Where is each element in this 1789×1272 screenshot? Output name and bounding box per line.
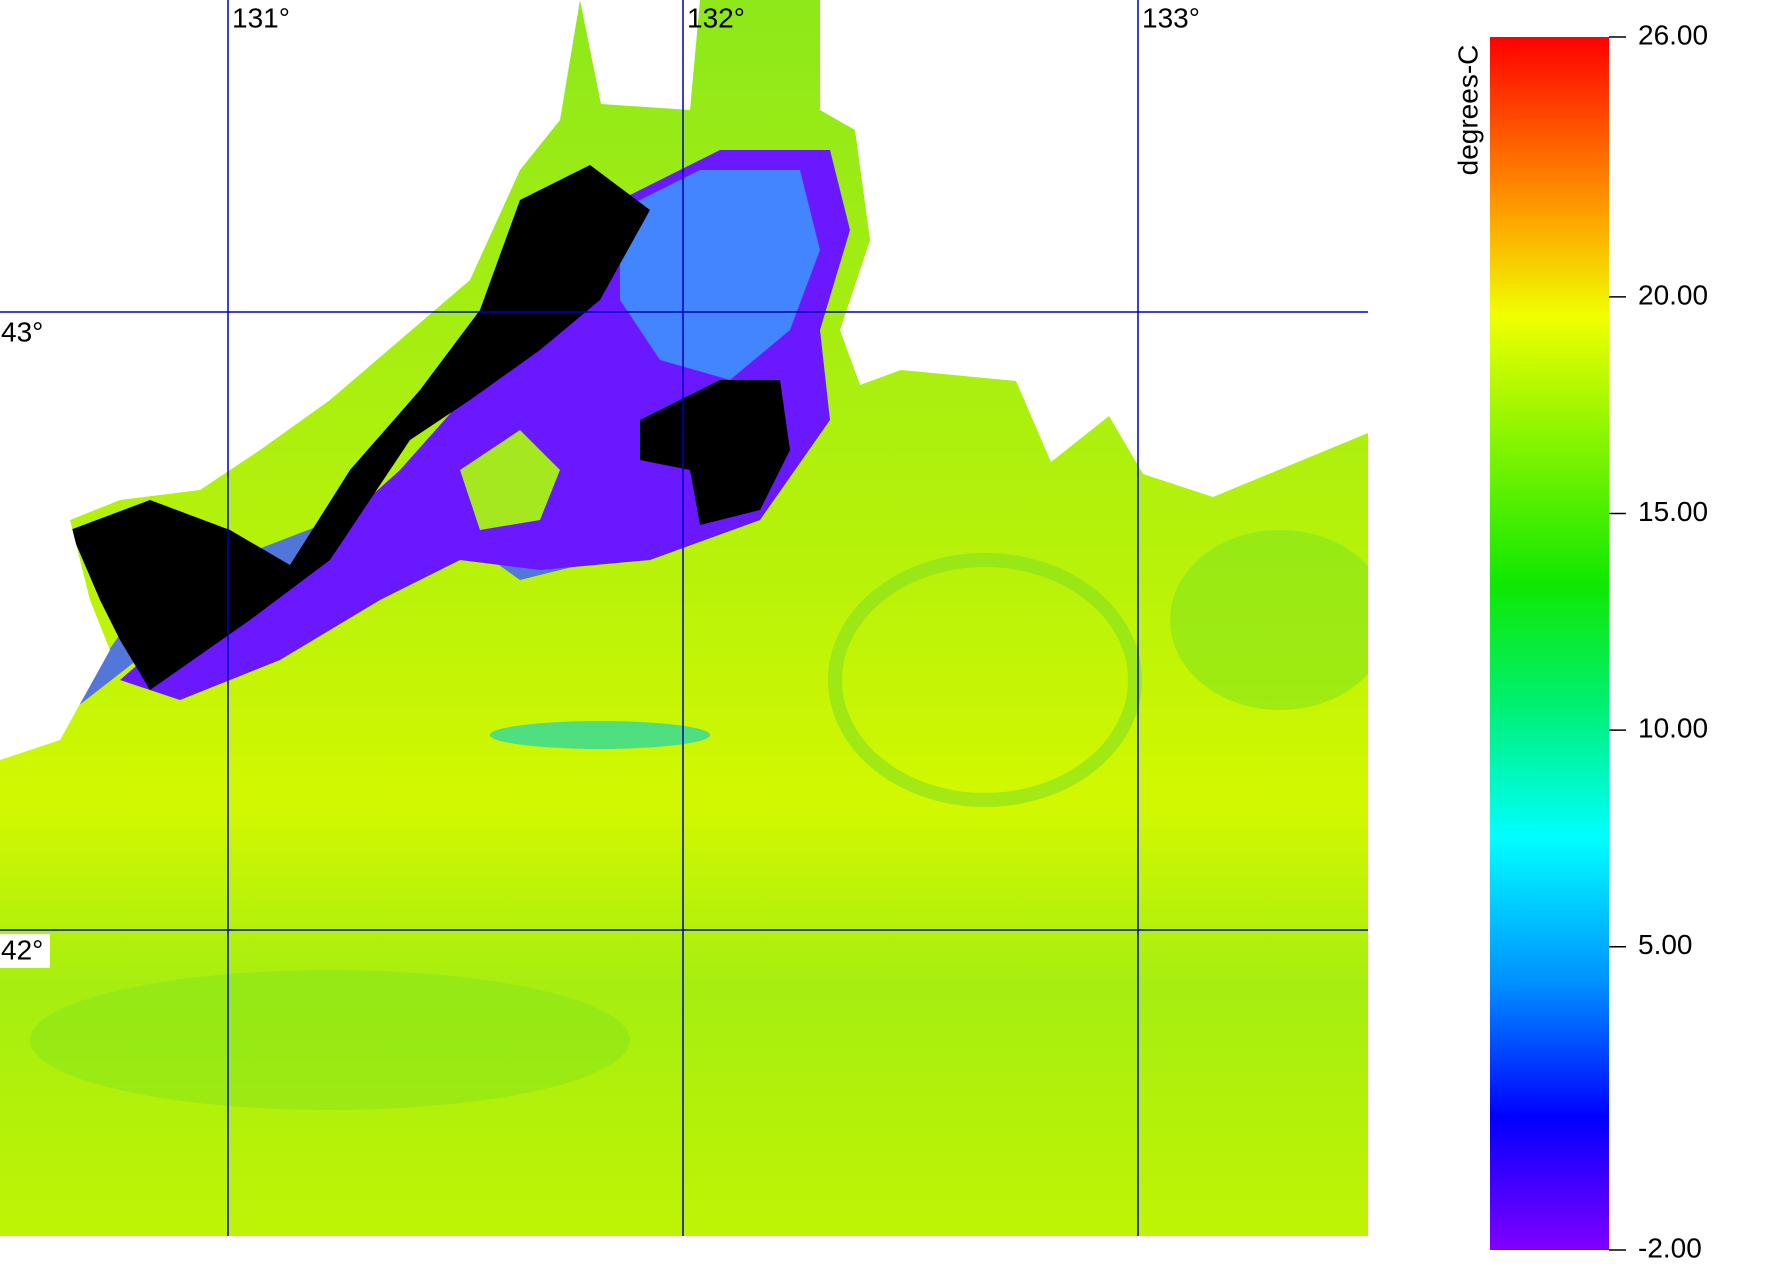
lat-label: 43°: [1, 316, 43, 347]
colorbar-tick-label: 5.00: [1638, 929, 1693, 960]
lon-label: 132°: [687, 2, 745, 33]
eddy: [828, 553, 1142, 807]
lon-label: 131°: [232, 2, 290, 33]
cool-patch: [1170, 530, 1368, 710]
lat-label: 42°: [1, 934, 43, 965]
colorbar-tick-label: 15.00: [1638, 496, 1708, 527]
colorbar: degrees-C 26.00 20.00 15.00 10.00 5.00 -2.00: [1452, 19, 1708, 1263]
land-black: [640, 380, 790, 525]
map-area: [0, 0, 1368, 1236]
colorbar-tick-label: 26.00: [1638, 19, 1708, 50]
warm-patch: [460, 430, 560, 530]
cool-water: [620, 170, 820, 380]
land-black: [70, 165, 650, 690]
graticule: [0, 0, 1368, 1236]
colorbar-label: degrees-C: [1452, 45, 1483, 176]
land-white: [0, 0, 580, 760]
colorbar-tick-label: 20.00: [1638, 279, 1708, 310]
lat-label-box: [0, 934, 50, 968]
colorbar-tick-label: 10.00: [1638, 713, 1708, 744]
cool-band: [30, 970, 630, 1110]
cold-filament: [490, 721, 710, 749]
lon-label: 133°: [1142, 2, 1200, 33]
lat-label-box: [0, 316, 50, 350]
colorbar-tick-label: -2.00: [1638, 1232, 1702, 1263]
colorbar-ramp: [1490, 37, 1609, 1250]
land-white: [0, 0, 1368, 497]
